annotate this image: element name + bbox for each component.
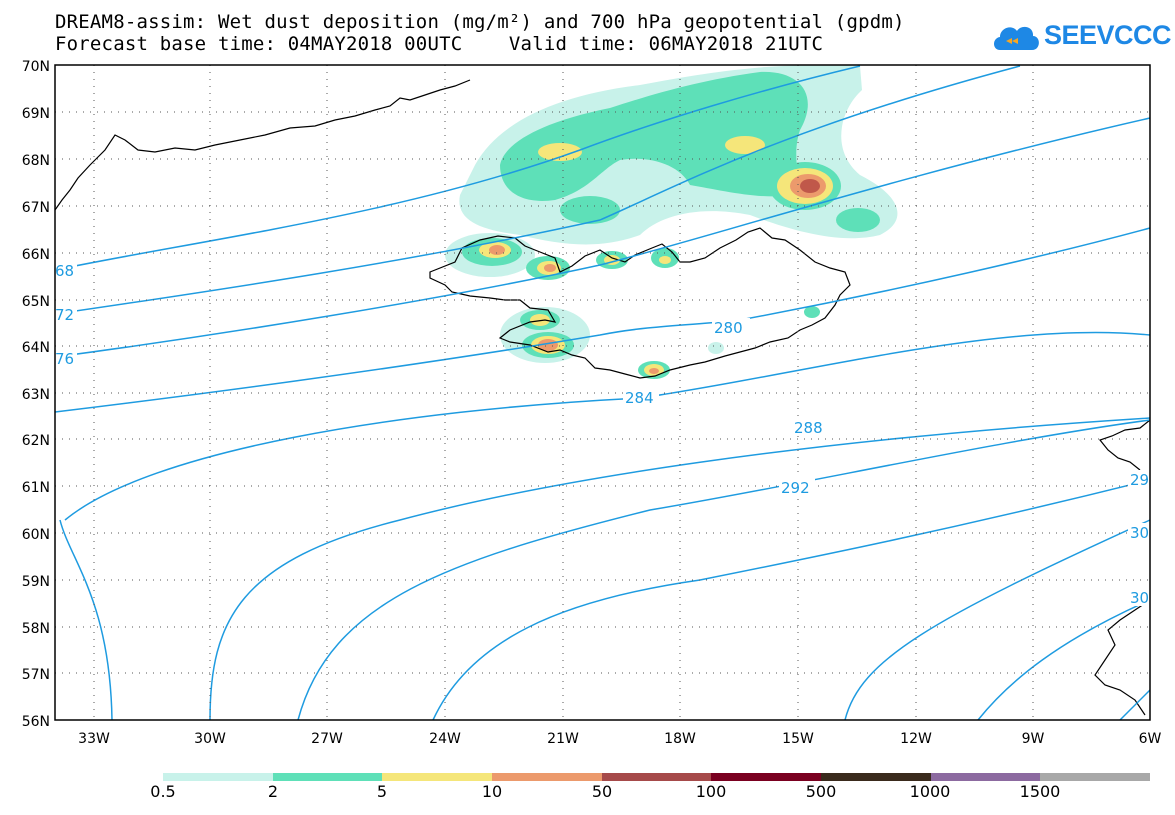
colorbar-segment: [711, 773, 822, 781]
colorbar-segment: [492, 773, 602, 781]
lon-label: 15W: [782, 731, 814, 747]
colorbar-label: 100: [695, 782, 727, 801]
lon-label: 9W: [1022, 731, 1045, 747]
colorbar-segment: [930, 773, 1041, 781]
dust-area-high: [530, 314, 550, 326]
lon-label: 18W: [664, 731, 696, 747]
colorbar-label: 50: [591, 782, 613, 801]
contour-label: 30: [1130, 589, 1149, 607]
contour-line: [297, 419, 1151, 721]
contour-line: [209, 417, 1151, 721]
colorbar-label: 1500: [1019, 782, 1061, 801]
colorbar-label: 5: [376, 782, 388, 801]
lat-label: 69N: [22, 106, 50, 122]
title-line-1: DREAM8-assim: Wet dust deposition (mg/m²…: [55, 11, 905, 33]
contour-label: 76: [55, 350, 74, 368]
contour-label: 280: [714, 319, 743, 337]
contour-label: 29: [1130, 471, 1149, 489]
contour-line: [59, 519, 113, 721]
contour-line: [54, 65, 1021, 315]
lat-label: 58N: [22, 621, 50, 637]
logo-text: SEEVCCC: [1044, 20, 1172, 50]
lon-label: 12W: [900, 731, 932, 747]
colorbar-segment: [1040, 773, 1151, 781]
dust-area-vhigh: [489, 245, 505, 255]
dust-area-high: [659, 256, 671, 264]
colorbar-label: 0.5: [150, 782, 176, 801]
dust-area-high: [725, 136, 765, 154]
lat-label: 63N: [22, 387, 50, 403]
lat-label: 70N: [22, 59, 50, 75]
lon-label: 6W: [1139, 731, 1162, 747]
lat-label: 60N: [22, 527, 50, 543]
contour-label: 72: [55, 306, 74, 324]
title-line-2: Forecast base time: 04MAY2018 00UTC Vali…: [55, 33, 824, 55]
colorbar-label: 10: [481, 782, 503, 801]
lat-label: 59N: [22, 574, 50, 590]
lat-label: 62N: [22, 433, 50, 449]
colorbar-segment: [163, 773, 273, 781]
seevccc-logo: SEEVCCC: [990, 18, 1172, 58]
lat-label: 67N: [22, 200, 50, 216]
contour-line: [432, 479, 1151, 721]
longitude-axis: 33W 30W 27W 24W 21W 18W 15W 12W 9W 6W: [78, 731, 1161, 747]
lon-label: 24W: [429, 731, 461, 747]
contour-line: [64, 331, 1151, 521]
lat-label: 61N: [22, 480, 50, 496]
dust-deposition-field: [445, 64, 898, 379]
contour-line: [977, 599, 1151, 721]
lon-label: 30W: [194, 731, 226, 747]
map-frame: [54, 64, 1151, 721]
colorbar-label: 2: [267, 782, 279, 801]
colorbar-segment: [382, 773, 493, 781]
geopotential-contours: [54, 65, 1151, 721]
dust-area-high: [538, 143, 582, 161]
colorbar-label: 500: [805, 782, 837, 801]
dust-area-peak: [800, 179, 820, 193]
lat-label: 65N: [22, 294, 50, 310]
contour-labels: 68 72 76 280 284 288 292 29 30 30: [53, 260, 1150, 607]
graticule: [55, 65, 1150, 720]
lat-label: 56N: [22, 714, 50, 730]
contour-line: [54, 117, 1151, 358]
contour-label: 284: [625, 389, 654, 407]
latitude-axis: 70N 69N 68N 67N 66N 65N 64N 63N 62N 61N …: [22, 59, 50, 730]
greenland-coastline: [54, 79, 471, 211]
lon-label: 27W: [311, 731, 343, 747]
dust-area-medium: [836, 208, 880, 232]
contour-line: [1119, 689, 1151, 721]
scotland-coastline: [1094, 599, 1151, 716]
dust-area-vhigh: [649, 368, 659, 374]
scotland-coastline: [1098, 419, 1151, 471]
coastlines: [54, 79, 1151, 716]
lat-label: 68N: [22, 153, 50, 169]
colorbar-segment: [821, 773, 931, 781]
dust-area-medium: [500, 71, 808, 201]
dust-area-vhigh: [544, 264, 556, 272]
lon-label: 33W: [78, 731, 110, 747]
contour-label: 292: [781, 479, 810, 497]
contour-line: [54, 65, 861, 271]
iceland-coastline: [429, 227, 851, 379]
colorbar-segment: [272, 773, 383, 781]
dust-area-light: [708, 342, 724, 354]
contour-label: 288: [794, 419, 823, 437]
colorbar: [163, 773, 1151, 781]
contour-label: 30: [1130, 524, 1149, 542]
contour-line: [54, 227, 1151, 413]
colorbar-label: 1000: [909, 782, 951, 801]
colorbar-segment: [601, 773, 712, 781]
lat-label: 66N: [22, 247, 50, 263]
lat-label: 57N: [22, 667, 50, 683]
cloud-icon: [994, 26, 1039, 50]
contour-label: 68: [55, 262, 74, 280]
lon-label: 21W: [547, 731, 579, 747]
dust-area-medium: [560, 196, 620, 224]
dust-area-medium: [804, 306, 820, 318]
lat-label: 64N: [22, 340, 50, 356]
contour-line: [844, 519, 1151, 721]
